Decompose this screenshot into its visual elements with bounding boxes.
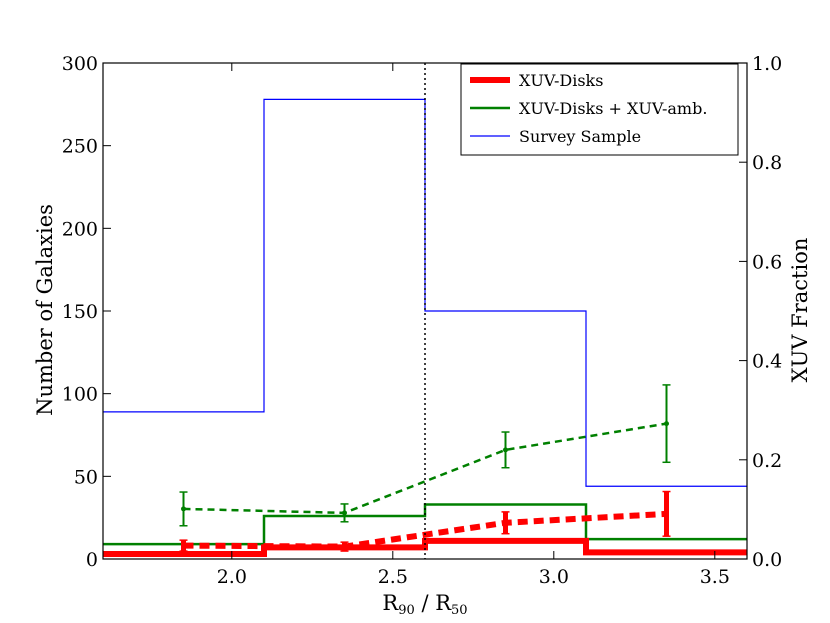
- y-tick-label-left-4: 200: [62, 218, 98, 240]
- x-tick-label-3: 3.5: [700, 566, 730, 588]
- histogram-1: [103, 503, 747, 546]
- histogram-layer: [103, 98, 747, 558]
- x-axis-title-sub1: 90: [398, 603, 415, 618]
- y-tick-label-right-4: 0.8: [752, 152, 782, 174]
- y-tick-label-right-0: 0.0: [752, 549, 782, 571]
- x-axis-title: R90 / R50: [382, 591, 467, 618]
- y-tick-label-left-1: 50: [74, 466, 98, 488]
- x-tick-label-0: 2.0: [217, 566, 247, 588]
- fraction-point-1-0: [181, 543, 186, 549]
- y-tick-label-left-5: 250: [62, 136, 98, 158]
- tick-layer: 2.0 2.5 3.0 3.5 0 50 100 150 200 250 300 0.0 0.2 0.4 0…: [62, 53, 782, 588]
- y-tick-label-left-0: 0: [86, 549, 98, 571]
- fraction-point-0-0: [181, 506, 186, 512]
- fraction-point-1-1: [342, 544, 347, 550]
- fraction-layer: [179, 384, 671, 552]
- x-axis-title-sep: / R: [415, 591, 452, 615]
- y-tick-label-left-3: 150: [62, 301, 98, 323]
- y-tick-label-left-2: 100: [62, 384, 98, 406]
- x-tick-label-2: 3.0: [539, 566, 569, 588]
- y-tick-label-right-1: 0.2: [752, 450, 782, 472]
- fraction-point-0-3: [664, 421, 669, 427]
- y-tick-label-left-6: 300: [62, 53, 98, 75]
- fraction-point-0-1: [342, 510, 347, 516]
- x-axis-title-sub2: 50: [451, 603, 468, 618]
- x-axis-title-main: R: [382, 591, 399, 615]
- histogram-0: [103, 98, 747, 487]
- x-tick-label-1: 2.5: [378, 566, 408, 588]
- y-tick-label-right-2: 0.4: [752, 351, 782, 373]
- fraction-point-0-2: [503, 447, 508, 453]
- legend-label-xuv-disks-amb: XUV-Disks + XUV-amb.: [519, 99, 707, 118]
- y-tick-label-right-3: 0.6: [752, 251, 782, 273]
- legend-label-survey-sample: Survey Sample: [519, 127, 641, 146]
- fraction-point-1-2: [503, 520, 508, 526]
- y-axis-right-title: XUV Fraction: [788, 238, 812, 383]
- legend-label-xuv-disks: XUV-Disks: [519, 71, 603, 90]
- legend: XUV-Disks XUV-Disks + XUV-amb. Survey Sa…: [460, 63, 739, 156]
- y-axis-left-title: Number of Galaxies: [33, 204, 57, 416]
- fraction-point-1-3: [664, 511, 669, 517]
- y-tick-label-right-5: 1.0: [752, 53, 782, 75]
